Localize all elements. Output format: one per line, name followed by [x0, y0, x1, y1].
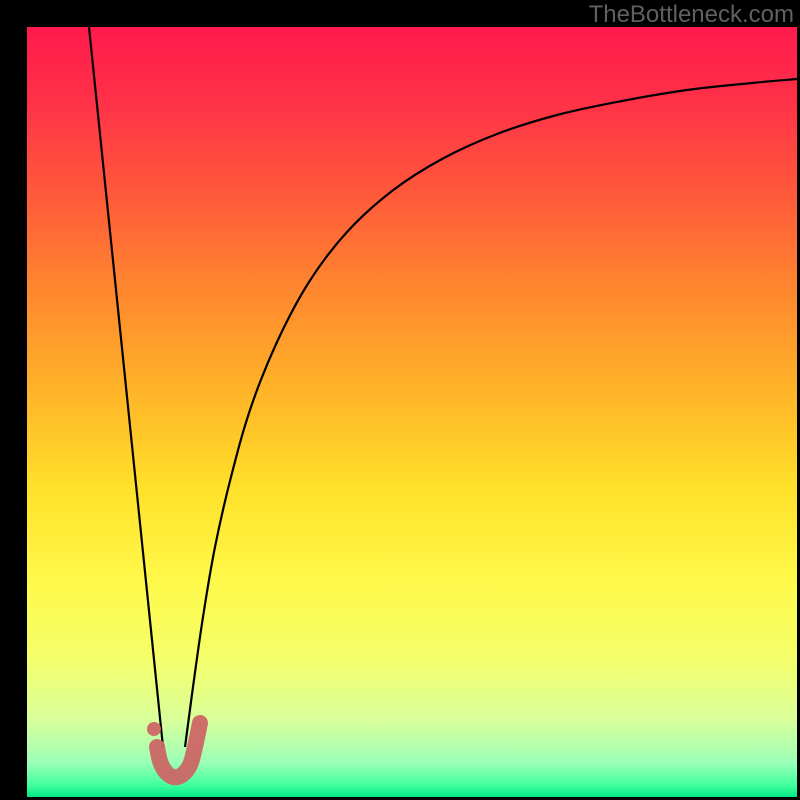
curve-right: [185, 79, 797, 747]
curves-layer: [27, 27, 797, 797]
watermark-text: TheBottleneck.com: [589, 1, 794, 29]
marker-hook: [157, 723, 200, 777]
curve-left: [89, 27, 163, 747]
plot-area: [27, 27, 797, 797]
marker-dot: [147, 722, 161, 736]
